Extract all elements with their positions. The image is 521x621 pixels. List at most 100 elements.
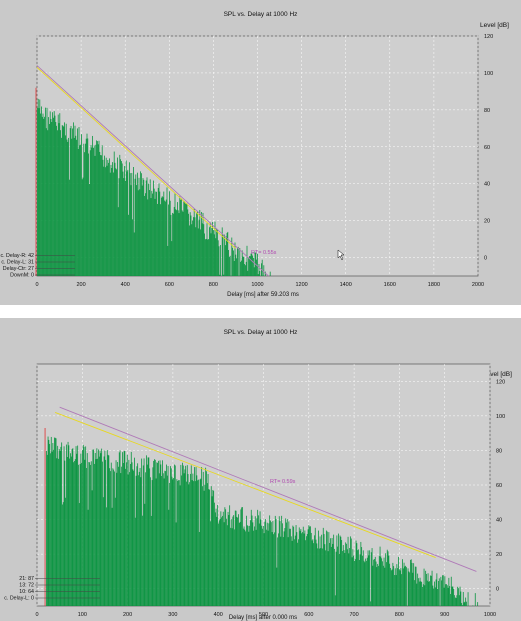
response-bar [54,437,55,606]
y-tick-label: 60 [484,145,490,151]
response-bar [322,527,324,606]
response-bar [83,446,85,606]
response-bar [46,450,47,606]
response-bar [355,540,357,606]
response-bar [120,473,122,606]
chart-title: SPL vs. Delay at 1000 Hz [223,11,298,18]
response-bar [342,545,344,606]
response-bar [80,144,81,276]
response-bar [278,533,279,606]
response-bar [343,550,345,606]
response-bar [414,580,415,606]
response-bar [395,575,397,606]
response-bar [159,460,161,606]
response-bar [201,212,202,276]
response-bar [215,508,217,606]
response-bar [250,253,252,276]
response-bar [246,245,248,276]
response-bar [49,124,50,277]
response-bar [188,213,189,276]
response-bar [123,178,125,276]
response-bar [237,248,238,276]
response-bar [253,257,254,276]
response-bar [406,567,407,606]
response-bar [414,566,416,606]
response-bar [125,160,127,276]
response-bar [166,187,168,276]
response-bar [206,223,208,276]
response-bar [198,219,200,276]
response-bar [101,155,102,276]
response-bar [41,116,43,276]
response-bar [416,583,418,606]
response-bar [153,180,154,276]
response-bar [294,535,296,606]
response-bar [110,462,112,606]
response-bar [386,562,387,606]
response-bar [215,238,217,276]
response-bar [310,532,312,606]
response-bar [165,201,166,276]
response-bar [238,514,239,606]
response-bar [248,531,250,606]
response-bar [278,516,280,606]
response-bar [210,521,211,606]
response-bar [253,267,255,276]
response-bar [256,259,257,276]
response-bar [107,160,109,276]
response-bar [388,555,390,606]
response-bar [221,227,223,276]
response-bar [383,557,385,606]
x-tick-label: 1400 [340,282,352,288]
response-bar [82,450,83,606]
x-tick-label: 1000 [484,612,496,618]
response-bar [193,481,195,606]
response-bar [396,564,398,606]
response-bar [92,135,93,276]
response-bar [398,556,399,606]
response-bar [303,533,305,606]
response-bar [134,178,136,276]
response-bar [90,461,92,606]
response-bar [268,523,270,606]
response-bar [208,239,209,276]
response-bar [161,197,162,276]
response-bar [232,247,233,276]
response-bar [239,248,241,276]
response-bar [96,140,97,276]
response-bar [410,559,412,606]
response-bar [320,548,322,606]
response-bar [60,130,61,276]
response-bar [151,480,153,606]
response-bar [53,117,54,276]
x-tick-label: 700 [350,612,359,618]
y-tick-label: 120 [484,34,493,40]
response-bar [229,256,230,276]
x-tick-label: 600 [165,282,174,288]
x-tick-label: 200 [123,612,132,618]
response-bar [70,125,72,276]
response-bar [430,575,431,606]
response-bar [37,98,39,277]
response-bar [376,567,378,606]
response-bar [228,515,230,606]
response-bar [448,577,450,606]
response-bar [241,260,242,276]
response-bar [254,516,256,606]
response-bar [192,220,193,276]
y-tick-label: 20 [484,219,490,225]
response-bar [428,581,430,606]
response-bar [72,128,73,276]
response-bar [133,232,135,276]
response-bar [336,535,338,606]
response-bar [218,523,219,606]
response-bar [202,471,204,606]
response-bar [150,477,151,606]
response-bar [205,238,207,276]
response-bar [225,509,227,606]
response-bar [145,193,146,276]
response-bar [286,519,288,606]
response-bar [91,147,93,276]
response-bar [109,468,111,606]
response-bar [72,448,74,606]
